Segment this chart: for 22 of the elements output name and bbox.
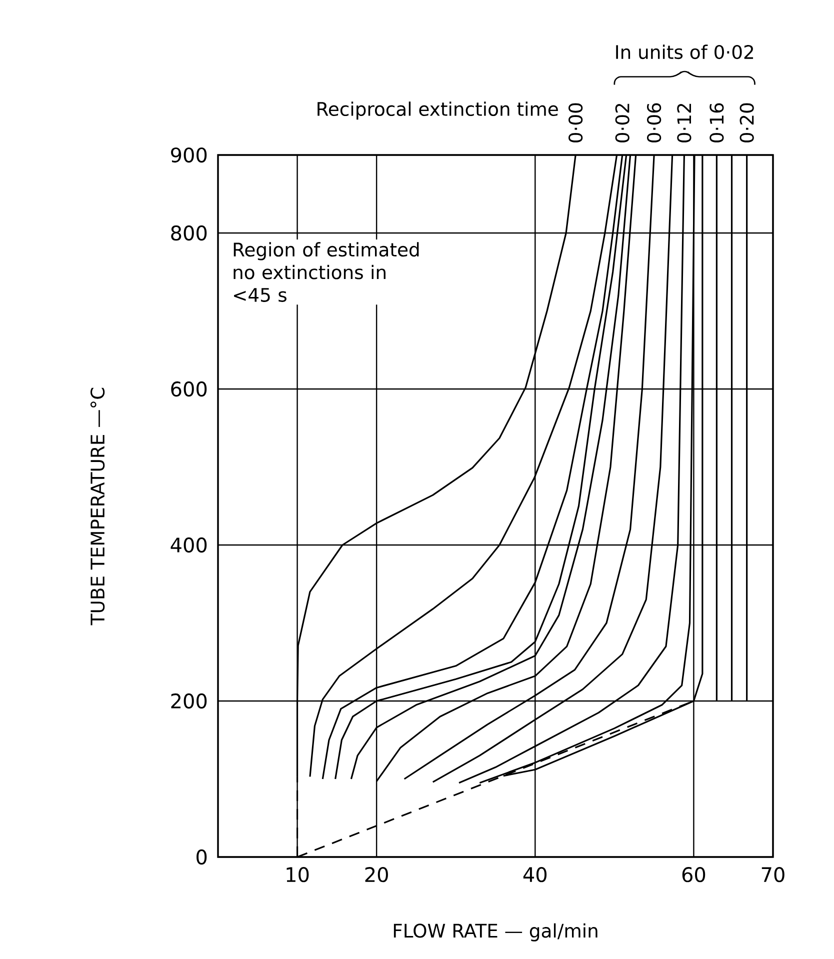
- text: In units of 0·02: [616, 44, 754, 60]
- y-tick-label: 900: [171, 147, 207, 163]
- x-tick-label: 60: [682, 867, 706, 882]
- y-tick-label: 200: [171, 693, 207, 709]
- text: Reciprocal extinction time: [318, 102, 558, 120]
- y-axis-title: TUBE TEMPERATURE —°C: [90, 388, 105, 626]
- annotation: Region of estimated no extinctions in <45 s: [234, 242, 419, 302]
- x-tick-label: 40: [523, 867, 547, 882]
- x-tick-label: 20: [365, 867, 388, 882]
- y-tick-label: 800: [171, 225, 207, 241]
- y-tick-label: 400: [170, 537, 207, 553]
- x-axis-title: FLOW RATE — gal/min: [394, 923, 598, 942]
- text: 0·12: [677, 104, 692, 142]
- text: 0·00: [568, 103, 583, 142]
- x-tick-label: 70: [762, 867, 784, 882]
- x-tick-label: 10: [286, 867, 309, 882]
- y-tick-label: 600: [171, 381, 207, 397]
- text: 0·06: [646, 103, 662, 142]
- y-tick-label: 0: [196, 849, 207, 865]
- text: 0·20: [740, 103, 754, 142]
- text: 0·02: [615, 104, 630, 142]
- text: 0·16: [710, 103, 724, 142]
